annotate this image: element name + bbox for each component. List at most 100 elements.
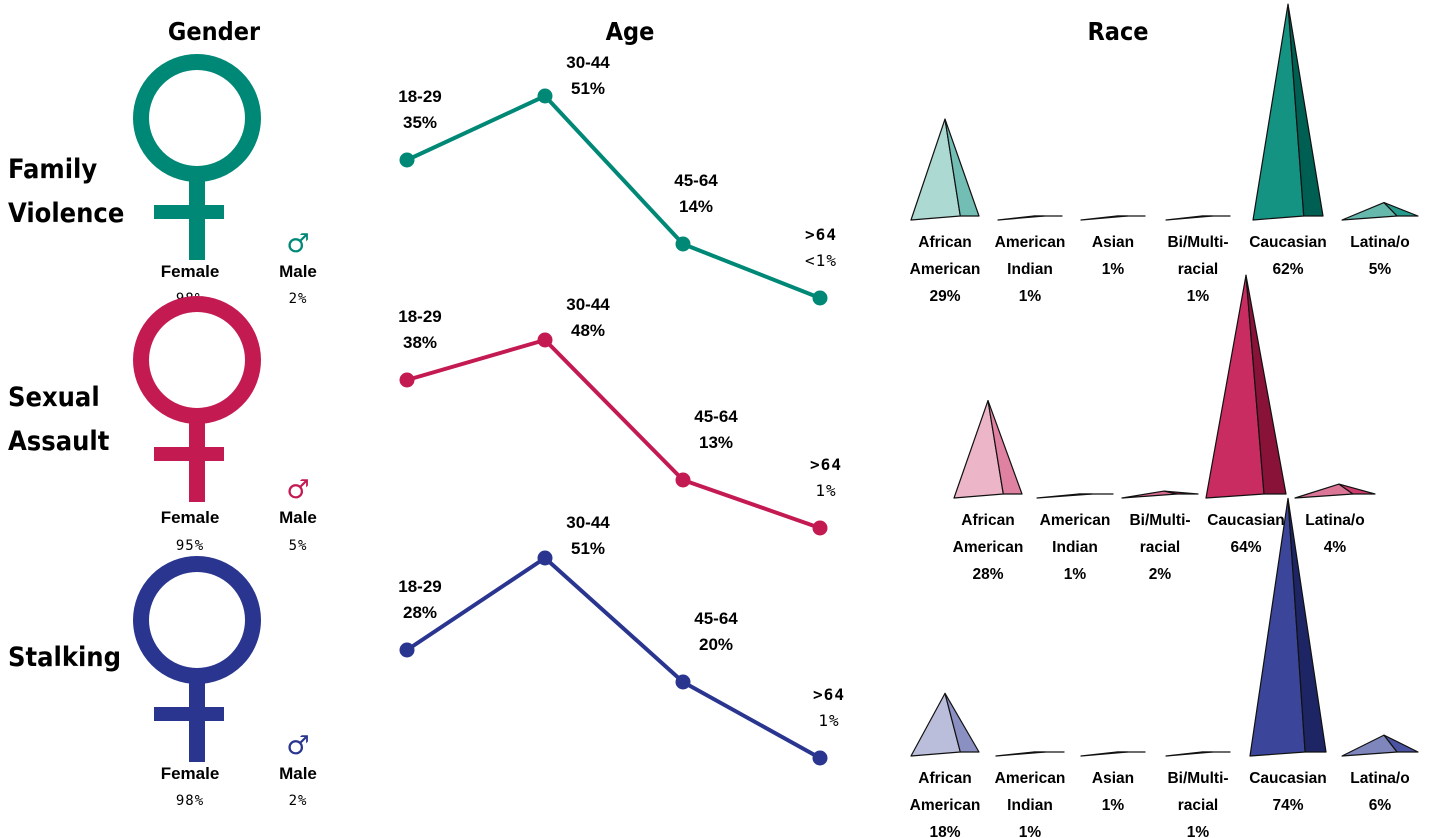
race-category-label: American bbox=[910, 797, 981, 814]
row-title-stalking: Stalking bbox=[8, 642, 121, 673]
race-pyramid-side bbox=[1163, 490, 1199, 495]
race-data-label: 1% bbox=[1019, 288, 1042, 305]
age-data-label: 1% bbox=[815, 481, 836, 500]
male-symbol-icon-row3: ♂ bbox=[286, 731, 309, 761]
age-line bbox=[406, 338, 821, 530]
race-header: Race bbox=[1087, 17, 1148, 46]
race-category-label: Caucasian bbox=[1249, 234, 1327, 251]
age-tick-label: 18-29 bbox=[398, 577, 441, 596]
race-data-label: 1% bbox=[1102, 261, 1125, 278]
race-data-label: 1% bbox=[1019, 824, 1042, 838]
age-tick-label: 18-29 bbox=[398, 87, 441, 106]
female-symbol-icon bbox=[133, 54, 261, 182]
race-category-label: Caucasian bbox=[1249, 770, 1327, 787]
row-title-sexual-assault-line1: Sexual bbox=[8, 382, 100, 413]
age-tick-label: 45-64 bbox=[694, 609, 738, 628]
age-data-label: 38% bbox=[403, 333, 437, 352]
race-category-label: Latina/o bbox=[1350, 234, 1409, 251]
race-data-label: 1% bbox=[1064, 566, 1087, 583]
age-line bbox=[406, 94, 821, 300]
race-data-label: 74% bbox=[1272, 797, 1303, 814]
age-tick-label: 30-44 bbox=[566, 513, 610, 532]
age-data-label: 1% bbox=[818, 711, 839, 730]
race-category-label: Indian bbox=[1007, 261, 1053, 278]
race-data-label: 1% bbox=[1187, 288, 1210, 305]
female-symbol-icon bbox=[133, 556, 261, 684]
age-data-label: <1% bbox=[805, 251, 837, 270]
age-point bbox=[537, 88, 553, 104]
age-tick-label: 18-29 bbox=[398, 307, 441, 326]
race-category-label: African bbox=[918, 234, 971, 251]
male-label-row1: Male bbox=[279, 262, 317, 281]
age-tick-label: 45-64 bbox=[674, 171, 718, 190]
age-point bbox=[399, 372, 415, 388]
age-data-label: 14% bbox=[679, 197, 713, 216]
race-category-label: Asian bbox=[1092, 234, 1134, 251]
age-data-label: 20% bbox=[699, 635, 733, 654]
race-category-label: American bbox=[953, 539, 1024, 556]
female-pct-row3: 98% bbox=[176, 793, 204, 809]
age-point bbox=[812, 520, 828, 536]
race-pyramid-side bbox=[1383, 734, 1419, 753]
race-category-label: Bi/Multi- bbox=[1129, 512, 1190, 529]
age-tick-label: >64 bbox=[810, 455, 842, 474]
age-tick-label: 30-44 bbox=[566, 295, 610, 314]
race-category-label: Indian bbox=[1052, 539, 1098, 556]
male-pct-row1: 2% bbox=[289, 291, 308, 307]
male-label-row2: Male bbox=[279, 508, 317, 527]
race-pyramid bbox=[1165, 215, 1214, 221]
age-point bbox=[675, 674, 691, 690]
race-data-label: 1% bbox=[1102, 797, 1125, 814]
age-point bbox=[537, 550, 553, 566]
female-symbol-crossbar bbox=[154, 205, 224, 219]
race-category-label: Bi/Multi- bbox=[1167, 770, 1228, 787]
race-category-label: Indian bbox=[1007, 797, 1053, 814]
race-pyramid-side bbox=[987, 399, 1023, 495]
row-title-sexual-assault-line2: Assault bbox=[8, 426, 110, 457]
female-symbol-crossbar bbox=[154, 447, 224, 461]
race-category-label: Latina/o bbox=[1350, 770, 1409, 787]
race-data-label: 29% bbox=[929, 288, 960, 305]
race-data-label: 1% bbox=[1187, 824, 1210, 838]
race-pyramid bbox=[1080, 215, 1129, 221]
race-category-label: racial bbox=[1178, 797, 1219, 814]
age-point bbox=[812, 750, 828, 766]
race-pyramid-side bbox=[1383, 202, 1419, 217]
female-symbol-stem bbox=[189, 422, 205, 502]
age-tick-label: >64 bbox=[813, 685, 845, 704]
female-label-row3: Female bbox=[161, 764, 220, 783]
age-data-label: 35% bbox=[403, 113, 437, 132]
race-data-label: 5% bbox=[1369, 261, 1392, 278]
race-category-label: American bbox=[995, 234, 1066, 251]
female-label-row1: Female bbox=[161, 262, 220, 281]
female-symbol-stem bbox=[189, 682, 205, 762]
female-label-row2: Female bbox=[161, 508, 220, 527]
race-pyramid-side bbox=[1287, 3, 1324, 217]
race-data-label: 18% bbox=[929, 824, 960, 838]
race-category-label: racial bbox=[1178, 261, 1219, 278]
race-data-label: 62% bbox=[1272, 261, 1303, 278]
row-title-family-violence-line2: Violence bbox=[8, 198, 124, 229]
age-point bbox=[537, 332, 553, 348]
race-category-label: Asian bbox=[1092, 770, 1134, 787]
age-data-label: 28% bbox=[403, 603, 437, 622]
age-point bbox=[399, 152, 415, 168]
male-pct-row3: 2% bbox=[289, 793, 308, 809]
age-tick-label: 45-64 bbox=[694, 407, 738, 426]
race-category-label: Caucasian bbox=[1207, 512, 1285, 529]
female-symbol-stem bbox=[189, 180, 205, 260]
age-point bbox=[812, 290, 828, 306]
age-data-label: 13% bbox=[699, 433, 733, 452]
race-category-label: racial bbox=[1140, 539, 1181, 556]
row-title-family-violence-line1: Family bbox=[8, 154, 97, 185]
race-category-label: African bbox=[961, 512, 1014, 529]
race-category-label: American bbox=[995, 770, 1066, 787]
male-label-row3: Male bbox=[279, 764, 317, 783]
race-data-label: 6% bbox=[1369, 797, 1392, 814]
female-pct-row2: 95% bbox=[176, 538, 204, 554]
female-symbol-icon bbox=[133, 296, 261, 424]
age-tick-label: 30-44 bbox=[566, 53, 610, 72]
race-pyramid-side bbox=[1287, 497, 1327, 753]
age-point bbox=[675, 236, 691, 252]
male-pct-row2: 5% bbox=[289, 538, 308, 554]
